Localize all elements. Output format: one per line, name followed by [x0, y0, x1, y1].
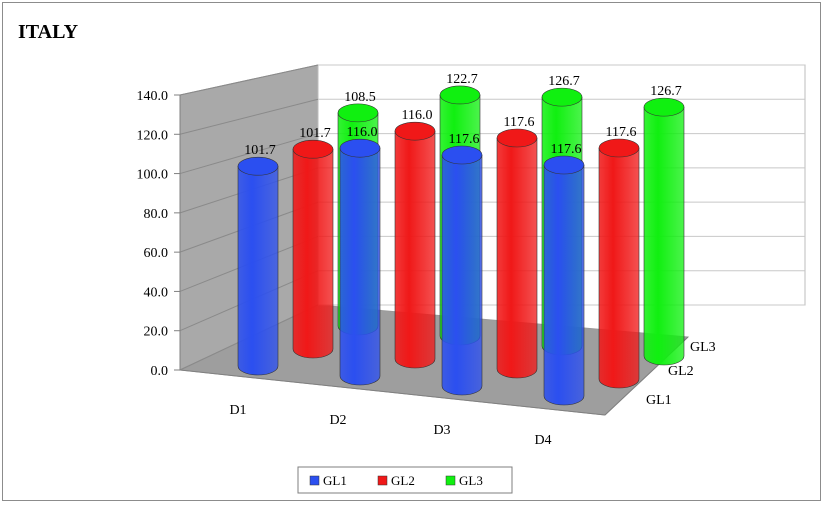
legend-swatch-GL2 — [377, 475, 388, 486]
bar-body — [237, 165, 279, 376]
bar-top — [496, 128, 538, 148]
bar-top — [598, 138, 640, 158]
depth-tick-label: GL2 — [668, 364, 694, 379]
chart-title: ITALY — [18, 21, 79, 43]
bar-body — [292, 148, 334, 359]
data-label: 126.7 — [548, 74, 580, 89]
gridline-side — [179, 98, 319, 135]
legend-box — [297, 466, 513, 494]
y-tick-label: 100.0 — [137, 168, 169, 183]
data-label: 116.0 — [402, 108, 433, 123]
data-label: 117.6 — [449, 132, 480, 147]
y-tick-label: 140.0 — [137, 89, 169, 104]
bar-top — [643, 97, 685, 117]
y-tick-label: 80.0 — [144, 207, 169, 222]
depth-tick-label: GL1 — [646, 393, 672, 408]
bar-body — [496, 137, 538, 379]
x-tick-label: D4 — [534, 433, 551, 448]
bar-GL2-D2 — [394, 121, 436, 369]
x-tick-labels: D1 D2 D3 D4 — [229, 403, 551, 448]
bar-top — [439, 85, 481, 105]
bar-top — [237, 156, 279, 176]
data-label: 126.7 — [650, 84, 682, 99]
y-tick-labels: 0.0 20.0 40.0 60.0 80.0 100.0 120.0 140.0 — [137, 89, 169, 379]
y-tick-label: 120.0 — [137, 128, 169, 143]
bar-top — [339, 138, 381, 158]
bar-GL3-D4 — [643, 97, 685, 366]
y-tick-label: 20.0 — [144, 325, 169, 340]
bar-GL1-D4 — [543, 155, 585, 406]
bar-top — [541, 87, 583, 107]
bar-top — [441, 145, 483, 165]
bar-GL1-D2 — [339, 138, 381, 386]
legend-swatch-GL1 — [309, 475, 320, 486]
data-label: 108.5 — [344, 90, 376, 105]
bar-GL1-D3 — [441, 145, 483, 396]
x-tick-label: D1 — [229, 403, 246, 418]
legend-label-GL2: GL2 — [391, 473, 415, 488]
bar-GL2-D4 — [598, 138, 640, 389]
bar-body — [598, 147, 640, 389]
legend-label-GL1: GL1 — [323, 473, 347, 488]
data-label: 117.6 — [551, 142, 582, 157]
bar-body — [643, 106, 685, 366]
y-tick-label: 40.0 — [144, 285, 169, 300]
bar-GL2-D3 — [496, 128, 538, 379]
depth-tick-label: GL3 — [690, 340, 716, 355]
bar-body — [441, 154, 483, 396]
bar-body — [394, 130, 436, 369]
y-tick-label: 60.0 — [144, 246, 169, 261]
bar-top — [337, 103, 379, 123]
legend-label-GL3: GL3 — [459, 473, 483, 488]
data-label: 101.7 — [299, 126, 331, 141]
bar-top — [394, 121, 436, 141]
bar-body — [339, 147, 381, 386]
x-tick-label: D3 — [433, 423, 450, 438]
data-label: 117.6 — [606, 125, 637, 140]
data-label: 122.7 — [446, 72, 478, 87]
legend-swatch-GL3 — [445, 475, 456, 486]
bars — [237, 85, 685, 406]
depth-tick-labels: GL1 GL2 GL3 — [646, 340, 716, 408]
data-label: 117.6 — [504, 115, 535, 130]
x-tick-label: D2 — [329, 413, 346, 428]
bar-top — [543, 155, 585, 175]
bar-GL1-D1 — [237, 156, 279, 376]
data-labels: 108.5 122.7 126.7 126.7 101.7 116.0 117.6 117.6… — [244, 72, 682, 158]
y-tick-label: 0.0 — [151, 364, 169, 379]
bar-body — [543, 164, 585, 406]
gridline-side — [179, 133, 319, 175]
bar-GL2-D1 — [292, 139, 334, 359]
legend: GL1 GL2 GL3 — [297, 466, 513, 494]
bar-top — [292, 139, 334, 159]
gridline-side — [179, 64, 319, 96]
data-label: 101.7 — [244, 143, 276, 158]
data-label: 116.0 — [347, 125, 378, 140]
